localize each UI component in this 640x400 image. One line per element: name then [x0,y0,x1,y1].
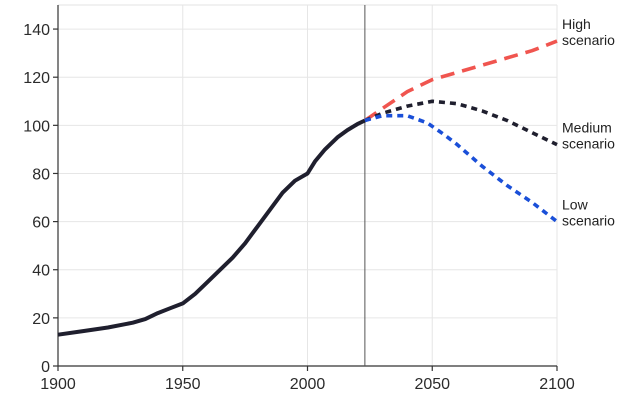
label-medium-scenario: Medium scenario [562,120,615,152]
x-axis-ticks: 1900 1950 2000 2050 2100 [40,366,575,393]
series-line-low-scenario [364,113,559,224]
y-tick-label: 120 [23,70,50,87]
y-tick-label: 40 [32,263,50,280]
y-tick-label: 100 [23,118,50,135]
grid [57,4,558,367]
label-low-scenario: Low scenario [562,197,615,229]
y-tick-label: 0 [41,359,50,376]
y-tick-label: 80 [32,166,50,183]
y-axis-ticks: 0 20 40 60 80 100 120 140 [23,22,58,376]
y-tick-label: 140 [23,22,50,39]
x-tick-label: 2000 [290,376,326,393]
x-tick-label: 1900 [40,376,76,393]
series [57,39,559,337]
label-high-scenario: High scenario [562,16,615,48]
series-line-medium-scenario [364,99,558,147]
series-line-historical [57,118,366,337]
x-tick-label: 2100 [539,376,575,393]
y-tick-label: 20 [32,311,50,328]
x-tick-label: 2050 [414,376,450,393]
series-line-high-scenario [363,39,558,122]
scenario-labels: High scenario Medium scenario Low scenario [562,16,615,229]
x-tick-label: 1950 [165,376,201,393]
y-tick-label: 60 [32,215,50,232]
